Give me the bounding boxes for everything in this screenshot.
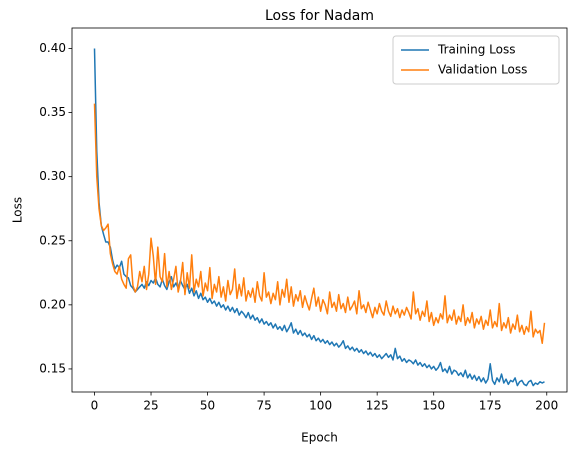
x-axis-label: Epoch xyxy=(301,431,338,445)
y-tick-label: 0.25 xyxy=(39,233,66,247)
y-tick-label: 0.40 xyxy=(39,41,66,55)
x-tick-label: 150 xyxy=(422,399,445,413)
legend-box xyxy=(392,35,560,85)
x-tick-label: 175 xyxy=(479,399,502,413)
y-tick-label: 0.30 xyxy=(39,169,66,183)
x-tick-label: 75 xyxy=(256,399,271,413)
plot-frame xyxy=(71,27,568,393)
y-tick-label: 0.15 xyxy=(39,361,66,375)
legend-label: Training Loss xyxy=(437,43,515,57)
y-axis-label: Loss xyxy=(11,197,25,223)
x-tick-label: 25 xyxy=(143,399,158,413)
y-tick-label: 0.35 xyxy=(39,105,66,119)
y-tick-label: 0.20 xyxy=(39,297,66,311)
x-tick-label: 0 xyxy=(91,399,99,413)
x-tick-label: 200 xyxy=(535,399,558,413)
x-tick-label: 50 xyxy=(200,399,215,413)
x-tick-label: 100 xyxy=(309,399,332,413)
line-series xyxy=(93,48,545,387)
chart-title: Loss for Nadam xyxy=(265,8,374,24)
x-tick-label: 125 xyxy=(366,399,389,413)
legend-label: Validation Loss xyxy=(438,63,527,77)
line-series xyxy=(93,103,546,345)
